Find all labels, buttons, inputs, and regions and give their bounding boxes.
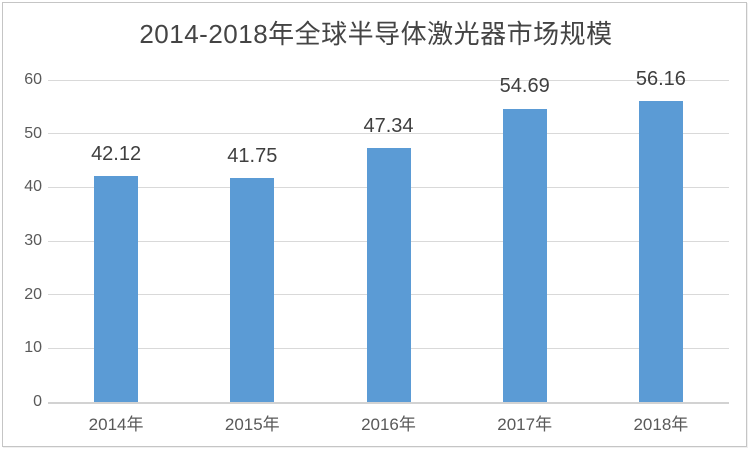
y-axis-tick-label: 0 xyxy=(33,393,42,410)
y-axis-tick-label: 50 xyxy=(24,124,42,142)
bar-value-label: 54.69 xyxy=(499,75,550,98)
bar xyxy=(638,100,683,402)
bar xyxy=(502,108,547,402)
chart-title: 2014-2018年全球半导体激光器市场规模 xyxy=(139,19,613,49)
bar xyxy=(366,147,411,402)
bar-value-label: 41.75 xyxy=(227,144,278,167)
x-axis-category-label: 2015年 xyxy=(224,415,280,434)
x-axis-category-label: 2016年 xyxy=(361,415,416,434)
y-axis-tick-label: 60 xyxy=(24,71,42,88)
bar-value-label: 42.12 xyxy=(91,142,142,165)
x-axis-category-label: 2014年 xyxy=(88,415,144,434)
bar-value-label: 56.16 xyxy=(635,67,686,90)
y-axis-tick-label: 20 xyxy=(24,285,42,303)
x-axis-category-label: 2018年 xyxy=(633,415,689,434)
y-axis-tick-label: 10 xyxy=(24,339,42,357)
x-axis-category-label: 2017年 xyxy=(497,415,553,434)
gridline xyxy=(48,133,729,135)
bar-value-label: 47.34 xyxy=(363,114,414,137)
bar xyxy=(230,177,275,402)
y-axis-tick-label: 30 xyxy=(24,232,42,249)
plot-area xyxy=(48,79,729,404)
y-axis-tick-label: 40 xyxy=(24,178,42,196)
gridline xyxy=(48,79,729,81)
bar xyxy=(94,175,139,402)
